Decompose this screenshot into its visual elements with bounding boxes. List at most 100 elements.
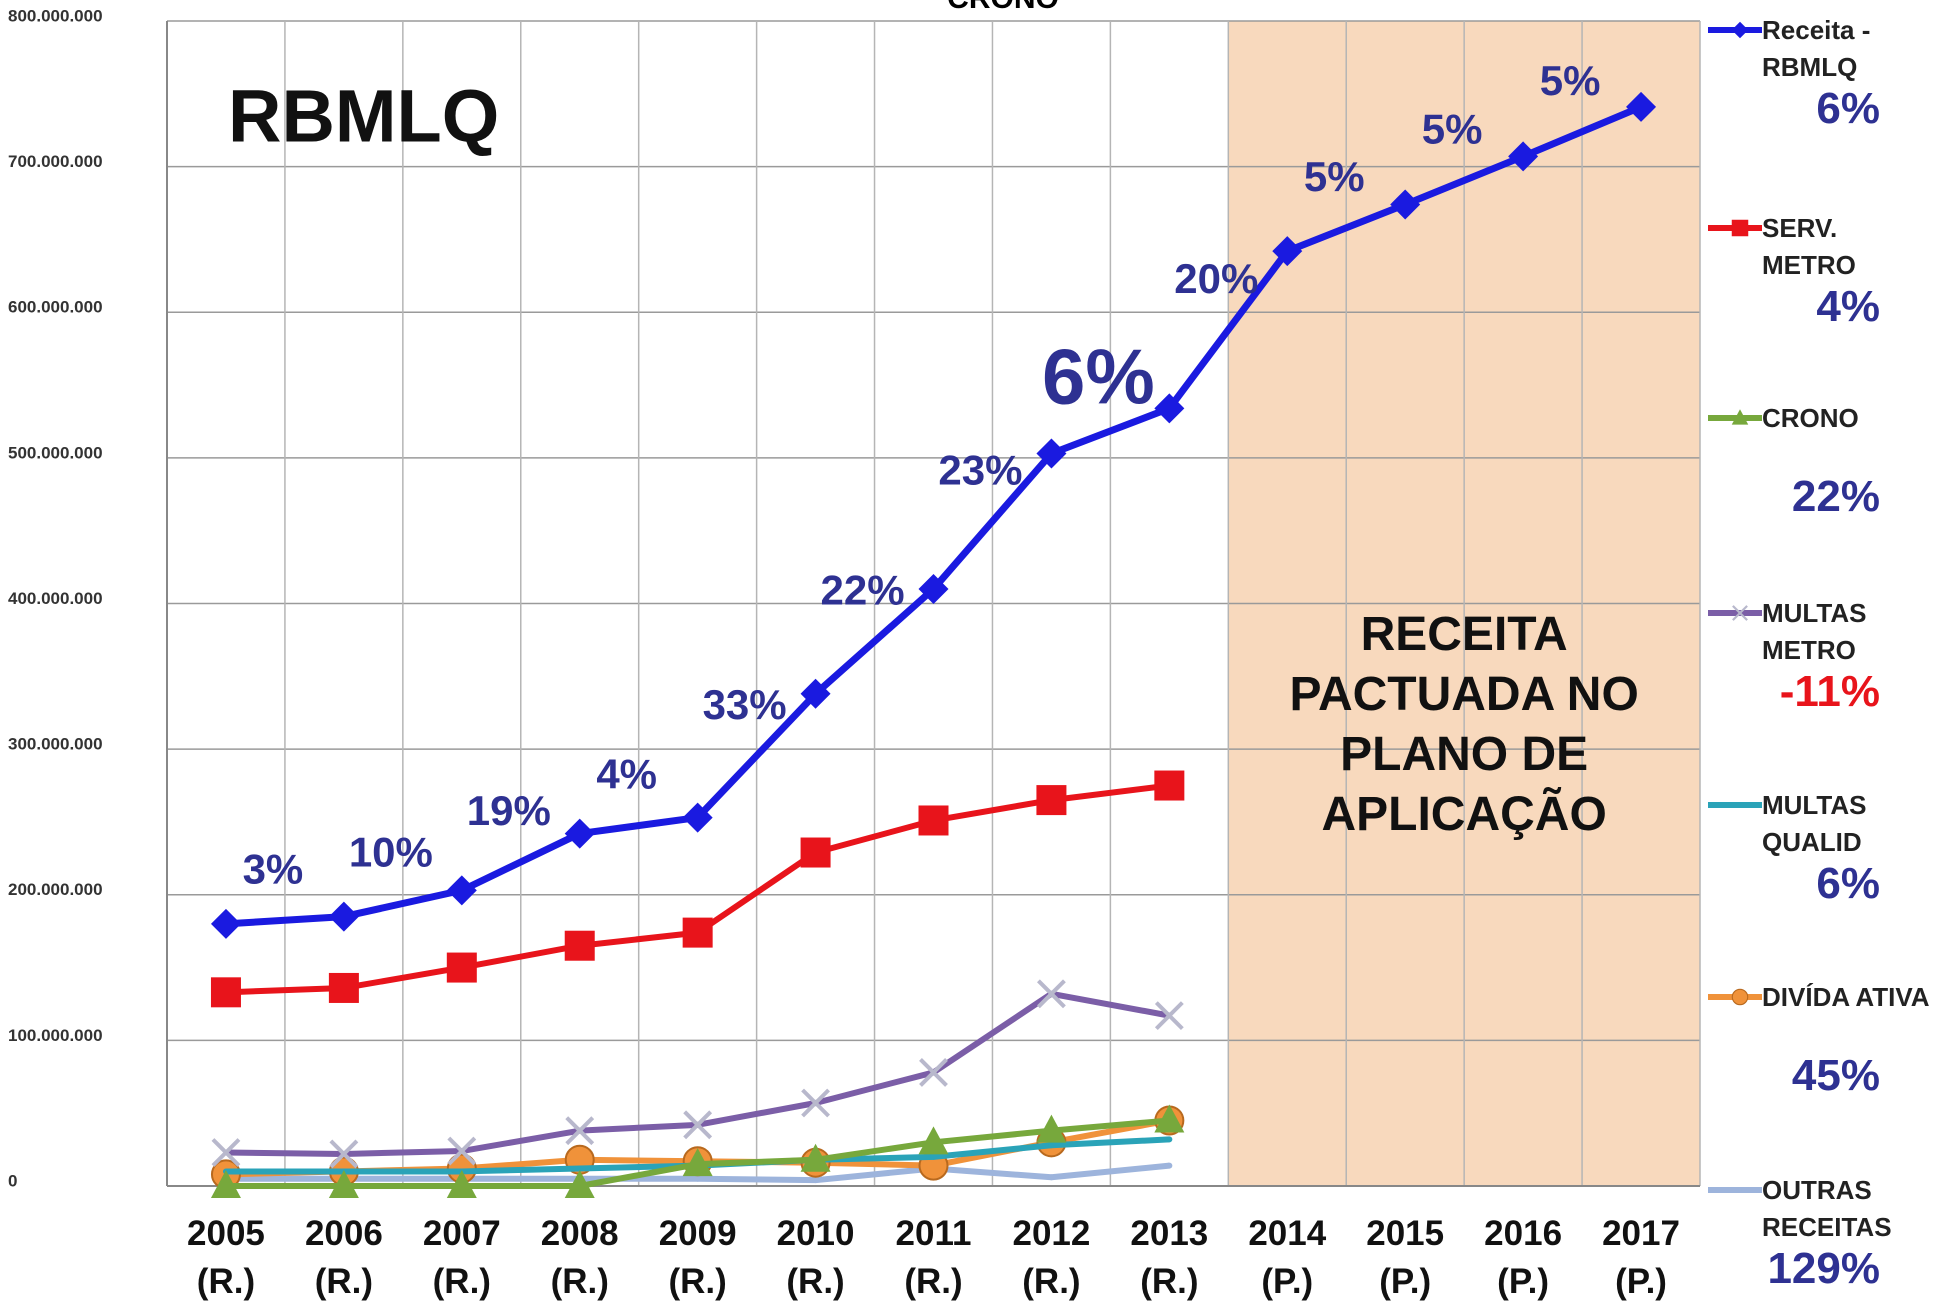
marker <box>683 1110 713 1140</box>
marker <box>1154 393 1185 424</box>
legend-value: 129% <box>1767 1244 1880 1293</box>
marker <box>1272 236 1303 267</box>
series-line <box>225 990 1170 1157</box>
x-tick-label: 2007 (R.) <box>422 1214 501 1301</box>
x-tick-label: 2012 (R.) <box>1012 1214 1091 1301</box>
marker <box>1036 785 1067 816</box>
y-tick-label: 300.000.000 <box>8 735 103 754</box>
marker <box>1166 1136 1173 1143</box>
marker <box>446 875 477 906</box>
marker <box>801 1088 830 1118</box>
marker <box>328 972 359 1003</box>
legend-value: 45% <box>1791 1051 1880 1100</box>
marker <box>1036 438 1067 469</box>
legend-label: DIVÍDA ATIVA <box>1762 982 1930 1012</box>
marker <box>1154 1104 1185 1133</box>
y-tick-label: 0 <box>8 1171 17 1190</box>
annotation: RBMLQ <box>228 75 499 158</box>
growth-label: 5% <box>1304 153 1365 200</box>
legend-value: 22% <box>1791 472 1880 521</box>
y-tick-label: 200.000.000 <box>8 880 103 899</box>
x-tick-label: 2009 (R.) <box>658 1214 737 1301</box>
marker <box>682 1148 713 1177</box>
marker <box>564 818 595 849</box>
marker <box>930 1153 937 1160</box>
marker <box>1048 1142 1055 1149</box>
y-tick-label: 700.000.000 <box>8 152 103 171</box>
marker <box>919 1057 948 1087</box>
x-tick-label: 2016 (P.) <box>1484 1214 1563 1301</box>
x-tick-label: 2015 (P.) <box>1366 1214 1445 1301</box>
marker <box>1037 979 1066 1009</box>
marker <box>682 917 713 948</box>
marker <box>565 1116 595 1146</box>
y-tick-label: 100.000.000 <box>8 1026 103 1045</box>
marker <box>1048 1174 1055 1181</box>
marker <box>800 1143 831 1172</box>
x-tick-label: 2010 (R.) <box>776 1214 855 1301</box>
marker <box>1508 141 1539 172</box>
growth-label: 5% <box>1422 106 1483 153</box>
x-tick-label: 2014 (P.) <box>1248 1214 1327 1301</box>
legend-value: 6% <box>1816 84 1880 133</box>
marker <box>1154 1001 1184 1031</box>
marker <box>446 952 477 983</box>
marker <box>1731 988 1749 1006</box>
marker <box>210 1170 241 1198</box>
x-tick-label: 2006 (R.) <box>304 1214 383 1301</box>
marker <box>694 1175 701 1182</box>
y-tick-label: 400.000.000 <box>8 589 103 608</box>
marker <box>1166 1162 1173 1169</box>
growth-label: 20% <box>1174 255 1258 302</box>
marker <box>576 1165 583 1172</box>
marker <box>1738 1188 1742 1192</box>
x-tick-label: 2005 (R.) <box>187 1214 265 1301</box>
marker <box>800 678 831 709</box>
y-tick-label: 600.000.000 <box>8 298 103 317</box>
legend-label: Receita - RBMLQ <box>1762 15 1871 82</box>
y-tick-label: 500.000.000 <box>8 443 103 462</box>
annotation: RECEITA PACTUADA NO PLANO DE APLICAÇÃO <box>1289 608 1639 841</box>
marker <box>329 1139 359 1169</box>
marker <box>918 805 949 836</box>
marker <box>682 802 713 833</box>
marker <box>918 573 949 604</box>
legend-label: SERV. METRO <box>1762 213 1856 280</box>
legend-label: CRONO <box>1762 403 1859 433</box>
marker <box>1731 409 1749 425</box>
legend-label: MULTAS QUALID <box>1762 790 1867 857</box>
marker <box>447 1136 477 1166</box>
x-tick-label: 2013 (R.) <box>1130 1214 1209 1301</box>
growth-label: 22% <box>821 566 905 613</box>
marker <box>1731 21 1749 39</box>
legend-value: 4% <box>1816 282 1880 331</box>
marker <box>210 908 241 939</box>
growth-label: 10% <box>349 829 433 876</box>
x-tick-label: 2008 (R.) <box>540 1214 619 1301</box>
growth-label: 4% <box>596 751 657 798</box>
marker <box>328 901 359 932</box>
growth-label: 3% <box>243 845 304 892</box>
marker <box>1036 1114 1067 1143</box>
growth-label: 33% <box>703 681 787 728</box>
growth-label: 19% <box>467 787 551 834</box>
legend-value: 6% <box>1816 859 1880 908</box>
marker <box>1154 770 1185 801</box>
legend-label: MULTAS METRO <box>1762 598 1867 665</box>
marker <box>1738 803 1742 807</box>
legend-value: -11% <box>1779 667 1880 716</box>
marker <box>1731 219 1749 237</box>
growth-label: 5% <box>1540 57 1601 104</box>
marker <box>210 977 241 1008</box>
marker <box>564 1170 595 1198</box>
marker <box>812 1177 819 1184</box>
marker <box>918 1126 949 1155</box>
marker <box>1626 91 1657 122</box>
marker <box>1732 605 1748 621</box>
marker <box>800 837 831 868</box>
growth-label: 6% <box>1042 333 1155 421</box>
y-tick-label: 800.000.000 <box>8 6 103 25</box>
x-tick-label: 2017 (P.) <box>1602 1214 1680 1301</box>
